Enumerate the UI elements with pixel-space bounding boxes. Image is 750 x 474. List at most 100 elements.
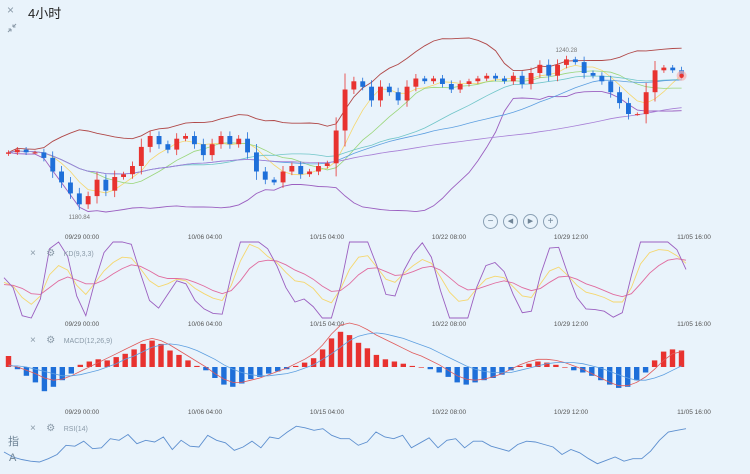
- macd-histogram-bar: [301, 362, 308, 367]
- macd-label-row: × ⚙ MACD(12,26,9): [30, 330, 113, 346]
- macd-histogram-bar: [104, 360, 110, 367]
- time-tick-label: 10/06 04:00: [188, 234, 223, 241]
- macd-histogram-bar: [625, 367, 631, 387]
- candle-body: [502, 78, 507, 82]
- time-tick-label: 10/22 08:00: [432, 321, 467, 328]
- candle-body: [448, 84, 454, 90]
- candle-body: [324, 163, 330, 166]
- time-tick-label: 10/15 04:00: [310, 321, 345, 328]
- time-tick-label: 09/29 00:00: [65, 409, 100, 416]
- macd-histogram-bar: [607, 367, 613, 385]
- candle-body: [351, 81, 357, 90]
- candle-body: [643, 92, 649, 115]
- macd-histogram-bar: [230, 367, 236, 387]
- macd-histogram-bar: [5, 356, 12, 367]
- candle-body: [617, 92, 622, 104]
- macd-histogram-bar: [481, 367, 487, 381]
- candle-body: [493, 75, 498, 79]
- macd-histogram-bar: [140, 343, 146, 367]
- macd-histogram-bar: [418, 367, 424, 368]
- high-price-label: 1240.28: [556, 48, 578, 54]
- time-tick-label: 11/05 16:00: [677, 321, 711, 328]
- macd-histogram-bar: [328, 338, 335, 367]
- reset-tool-icon[interactable]: A: [9, 452, 17, 464]
- gear-icon[interactable]: ⚙: [46, 248, 56, 259]
- shrink-icon[interactable]: [7, 20, 17, 33]
- candle-body: [333, 130, 339, 164]
- gear-icon[interactable]: ⚙: [46, 335, 56, 346]
- time-tick-label: 10/15 04:00: [310, 234, 345, 241]
- indicator-tool-icon[interactable]: 指: [8, 436, 19, 448]
- step-forward-icon[interactable]: ▶: [523, 214, 538, 229]
- time-tick-label: 10/06 04:00: [188, 321, 223, 328]
- candle-body: [440, 78, 445, 84]
- macd-histogram-bar: [239, 367, 245, 384]
- macd-histogram-bar: [669, 349, 676, 367]
- macd-histogram-bar: [346, 335, 353, 367]
- ma60-line: [8, 107, 682, 175]
- main-panel: 1240.28 1180.84: [6, 37, 687, 221]
- candle-body: [85, 196, 91, 205]
- candle-body: [218, 136, 224, 145]
- candle-body: [271, 179, 277, 183]
- macd-histogram-bar: [616, 367, 622, 388]
- macd-histogram-bar: [634, 367, 640, 381]
- time-tick-label: 09/29 00:00: [65, 321, 100, 328]
- candle-body: [307, 171, 312, 175]
- macd-histogram-bar: [526, 363, 532, 367]
- candle-body: [652, 70, 658, 93]
- candle-body: [484, 75, 490, 79]
- kdj-label: KD(9,3,3): [63, 251, 94, 258]
- candle-body: [528, 73, 534, 84]
- candle-body: [298, 166, 304, 175]
- candle-body: [6, 152, 11, 154]
- close-icon[interactable]: ×: [30, 423, 36, 434]
- macd-label: MACD(12,26,9): [63, 338, 113, 345]
- macd-histogram-bar: [149, 340, 155, 367]
- rsi-label-row: × ⚙ RSI(14): [30, 418, 88, 434]
- candle-body: [147, 136, 153, 147]
- candle-body: [457, 84, 463, 90]
- candle-body: [103, 179, 109, 191]
- candle-body: [466, 81, 472, 84]
- close-icon[interactable]: ×: [30, 248, 36, 259]
- candle-body: [670, 67, 676, 71]
- macd-histogram-bar: [364, 348, 371, 367]
- macd-histogram-bar: [194, 365, 200, 367]
- candle-body: [192, 136, 197, 145]
- macd-histogram-bar: [32, 367, 39, 383]
- macd-histogram-bar: [508, 367, 514, 371]
- candle-body: [209, 144, 215, 156]
- candle-body: [510, 75, 516, 82]
- macd-histogram-bar: [642, 367, 649, 373]
- close-icon[interactable]: ×: [7, 3, 15, 17]
- macd-histogram-bar: [167, 350, 173, 367]
- close-icon[interactable]: ×: [30, 335, 36, 346]
- candle-body: [112, 177, 118, 191]
- candle-body: [23, 149, 29, 153]
- gear-icon[interactable]: ⚙: [46, 423, 56, 434]
- candle-body: [316, 166, 321, 172]
- plus-icon[interactable]: +: [543, 214, 558, 229]
- macd-histogram-bar: [257, 367, 263, 377]
- time-tick-label: 09/29 00:00: [65, 234, 100, 241]
- macd-histogram-bar: [544, 362, 550, 367]
- macd-histogram-bar: [651, 360, 658, 367]
- minus-icon[interactable]: −: [483, 214, 498, 229]
- macd-histogram-bar: [95, 359, 101, 367]
- macd-histogram-bar: [50, 367, 57, 387]
- macd-histogram-bar: [158, 343, 164, 367]
- macd-histogram-bar: [77, 364, 83, 367]
- candle-body: [200, 144, 206, 156]
- step-back-icon[interactable]: ◀: [503, 214, 518, 229]
- candle-body: [599, 75, 605, 82]
- candle-body: [608, 81, 614, 93]
- candle-body: [130, 166, 135, 175]
- macd-histogram-bar: [678, 350, 685, 367]
- candle-body: [590, 73, 596, 76]
- time-tick-label: 10/06 04:00: [188, 409, 223, 416]
- macd-histogram-bar: [445, 367, 451, 377]
- macd-histogram-bar: [580, 367, 586, 373]
